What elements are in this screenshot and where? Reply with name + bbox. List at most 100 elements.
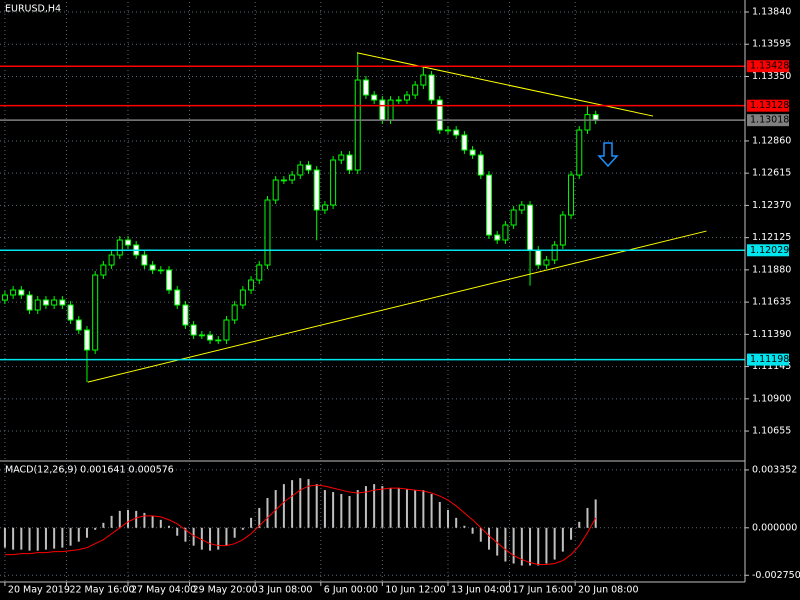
candle-body bbox=[166, 269, 173, 291]
candle-body bbox=[26, 294, 33, 311]
macd-bar bbox=[233, 527, 236, 538]
macd-bar bbox=[241, 527, 244, 530]
candle-body bbox=[100, 264, 107, 276]
macd-bar bbox=[430, 494, 433, 528]
macd-bar bbox=[118, 510, 121, 528]
macd-bar bbox=[479, 527, 482, 542]
candle-body bbox=[10, 289, 17, 296]
macd-bar bbox=[192, 527, 195, 546]
macd-bar bbox=[135, 510, 138, 528]
candle-body bbox=[502, 224, 509, 241]
macd-bar bbox=[282, 484, 285, 528]
candle-body bbox=[559, 214, 566, 246]
macd-bar bbox=[348, 496, 351, 528]
y-tick-label: 1.11880 bbox=[752, 264, 791, 275]
signal-line bbox=[4, 484, 597, 566]
macd-bar bbox=[414, 490, 417, 528]
candle-body bbox=[510, 209, 517, 226]
macd-bar bbox=[217, 527, 220, 550]
candle-body bbox=[248, 279, 255, 291]
candle-body bbox=[223, 319, 230, 341]
level-label: 1.13428 bbox=[750, 61, 789, 72]
macd-bar bbox=[102, 522, 105, 528]
y-tick-label: 1.11145 bbox=[752, 361, 791, 372]
macd-bar bbox=[405, 489, 408, 528]
macd-bar bbox=[3, 527, 6, 548]
macd-bar bbox=[471, 527, 474, 534]
candle-body bbox=[190, 324, 197, 336]
candle-body bbox=[215, 339, 222, 342]
macd-bar bbox=[126, 509, 129, 528]
x-tick-label: 10 Jun 12:00 bbox=[385, 585, 445, 596]
macd-bar bbox=[561, 527, 564, 552]
x-tick-label: 22 May 16:00 bbox=[69, 585, 134, 596]
candle-body bbox=[231, 304, 238, 321]
macd-bar bbox=[20, 527, 23, 550]
y-tick-label: 1.11635 bbox=[752, 297, 791, 308]
candle-body bbox=[321, 204, 328, 211]
macd-bar bbox=[274, 490, 277, 528]
macd-bar bbox=[397, 488, 400, 528]
macd-bar bbox=[323, 490, 326, 528]
level-label-box bbox=[747, 60, 789, 73]
chart-title: EURUSD,H4 bbox=[5, 4, 61, 15]
macd-bar bbox=[143, 512, 146, 528]
macd-bar bbox=[61, 527, 64, 548]
macd-bar bbox=[299, 478, 302, 528]
macd-bar bbox=[110, 515, 113, 528]
candle-body bbox=[338, 154, 345, 161]
macd-bar bbox=[545, 527, 548, 564]
candle-body bbox=[469, 149, 476, 156]
macd-bar bbox=[209, 527, 212, 551]
macd-bar bbox=[496, 527, 499, 556]
x-tick-label: 17 Jun 16:00 bbox=[513, 585, 573, 596]
candle-body bbox=[420, 74, 427, 86]
candle-body bbox=[264, 199, 271, 266]
candle-body bbox=[568, 174, 575, 216]
level-label: 1.13018 bbox=[750, 115, 789, 126]
macd-bar bbox=[463, 525, 466, 528]
macd-bar bbox=[553, 527, 556, 560]
candle-body bbox=[207, 334, 214, 341]
x-tick-label: 20 May 2019 bbox=[8, 585, 70, 596]
macd-bar bbox=[28, 527, 31, 551]
candle-body bbox=[280, 179, 287, 182]
candle-body bbox=[543, 259, 550, 266]
candle-body bbox=[461, 134, 468, 151]
candle-body bbox=[67, 304, 74, 321]
candle-body bbox=[486, 174, 493, 236]
y-tick-label: 1.11390 bbox=[752, 329, 791, 340]
y-tick-label: 1.13595 bbox=[752, 39, 791, 50]
candle-body bbox=[453, 129, 460, 136]
candle-body bbox=[313, 169, 320, 211]
x-tick-label: 29 May 20:00 bbox=[193, 585, 258, 596]
candle-body bbox=[576, 129, 583, 176]
plot-area bbox=[0, 2, 745, 582]
level-label-box bbox=[747, 353, 789, 366]
macd-bar bbox=[504, 527, 507, 562]
macd-bar bbox=[36, 527, 39, 551]
macd-bar bbox=[381, 486, 384, 528]
y-tick-label: 1.10900 bbox=[752, 393, 791, 404]
candle-body bbox=[42, 299, 49, 306]
macd-bar bbox=[77, 527, 80, 542]
y-tick-label: 1.13840 bbox=[752, 6, 791, 17]
macd-bar bbox=[438, 501, 441, 528]
macd-bar bbox=[578, 521, 581, 528]
macd-bar bbox=[225, 527, 228, 546]
candle-body bbox=[330, 159, 337, 206]
candle-body bbox=[305, 164, 312, 171]
candle-body bbox=[108, 254, 115, 266]
candle-body bbox=[403, 94, 410, 101]
macd-bar bbox=[340, 494, 343, 528]
x-tick-label: 13 Jun 04:00 bbox=[451, 585, 511, 596]
candle-body bbox=[272, 179, 279, 201]
y-tick-label: -0.002750 bbox=[752, 570, 800, 581]
macd-bar bbox=[520, 527, 523, 566]
candle-body bbox=[297, 164, 304, 176]
candle-body bbox=[141, 254, 148, 266]
y-tick-label: 1.12370 bbox=[752, 200, 791, 211]
macd-bar bbox=[266, 498, 269, 528]
